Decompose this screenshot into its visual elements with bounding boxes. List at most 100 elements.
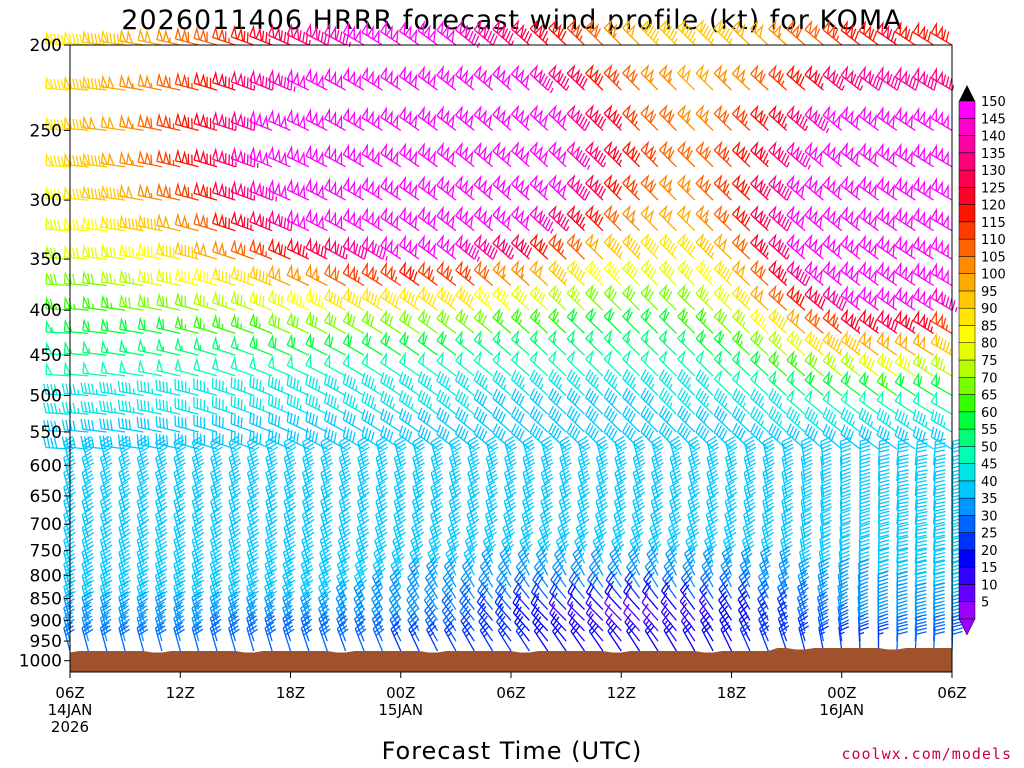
wind-barb xyxy=(45,319,71,335)
wind-barb xyxy=(896,623,909,652)
wind-barb xyxy=(529,233,549,260)
wind-barb xyxy=(804,205,824,232)
wind-barb xyxy=(99,533,113,564)
wind-barb xyxy=(210,466,223,497)
wind-barb xyxy=(99,466,113,497)
wind-barb xyxy=(894,351,916,377)
wind-barb xyxy=(603,232,623,260)
wind-barb xyxy=(529,369,549,396)
wind-barb xyxy=(839,467,852,496)
wind-barb xyxy=(406,591,420,621)
wind-barb xyxy=(61,419,89,433)
wind-barb xyxy=(622,422,641,450)
wind-barb xyxy=(566,233,585,260)
wind-barb xyxy=(896,483,910,511)
wind-barb xyxy=(822,105,843,131)
wind-barb xyxy=(511,259,530,286)
wind-barb xyxy=(540,436,554,466)
wind-barb xyxy=(644,622,659,652)
wind-barb xyxy=(914,624,928,652)
wind-barb xyxy=(193,26,218,46)
wind-barb xyxy=(529,174,549,201)
wind-barb xyxy=(118,436,131,466)
wind-barb xyxy=(454,407,475,433)
wind-barb xyxy=(492,388,512,415)
wind-barb xyxy=(663,558,677,588)
colorbar-label: 150 xyxy=(981,95,1006,110)
wind-barb xyxy=(230,290,255,311)
wind-barb xyxy=(82,243,107,260)
wind-barb xyxy=(228,466,242,497)
wind-barb xyxy=(301,466,315,497)
wind-barb xyxy=(632,436,646,466)
wind-barb xyxy=(156,182,181,201)
wind-barb xyxy=(496,570,512,599)
wind-barb xyxy=(932,523,946,551)
wind-barb xyxy=(286,145,310,168)
wind-barb xyxy=(877,497,890,525)
wind-barb xyxy=(441,592,457,621)
wind-barb xyxy=(211,70,236,91)
wind-barb xyxy=(81,521,95,551)
wind-barb xyxy=(191,591,204,621)
wind-barb xyxy=(627,546,641,576)
wind-barb xyxy=(286,68,310,91)
wind-barb xyxy=(265,521,278,551)
wind-barb xyxy=(951,438,964,466)
wind-barb xyxy=(118,591,130,621)
wind-barb xyxy=(137,338,163,356)
wind-barb xyxy=(529,406,549,433)
wind-barb xyxy=(687,466,701,497)
wind-barb xyxy=(554,546,567,576)
wind-barb xyxy=(424,612,439,642)
wind-barb xyxy=(822,424,843,450)
wind-barb xyxy=(840,260,861,287)
colorbar-segment xyxy=(958,342,976,361)
wind-barb xyxy=(174,71,199,91)
wind-barb xyxy=(677,63,696,91)
colorbar-segment xyxy=(958,359,976,378)
wind-barb xyxy=(467,436,481,466)
wind-barb xyxy=(605,570,622,599)
wind-barb xyxy=(566,593,585,621)
colorbar-segment xyxy=(958,566,976,585)
wind-barb xyxy=(342,262,365,287)
wind-barb xyxy=(305,353,328,377)
wind-barb xyxy=(473,329,494,356)
wind-barb xyxy=(264,621,277,652)
y-tick-label: 650 xyxy=(30,487,62,507)
wind-barb xyxy=(858,330,879,356)
wind-barb xyxy=(209,621,222,652)
y-tick-label: 700 xyxy=(30,515,62,535)
wind-barb xyxy=(82,340,107,356)
wind-barb xyxy=(768,104,788,131)
wind-barb xyxy=(455,330,475,356)
wind-barb xyxy=(604,603,622,632)
wind-barb xyxy=(820,452,832,481)
wind-barb xyxy=(951,497,964,525)
wind-barb xyxy=(324,177,346,201)
wind-barb xyxy=(446,533,460,564)
wind-barb xyxy=(100,243,126,260)
wind-barb xyxy=(713,259,733,286)
wind-barb xyxy=(305,144,328,168)
wind-barb xyxy=(894,235,916,260)
wind-barb xyxy=(342,352,365,377)
wind-barb xyxy=(603,387,622,415)
wind-barb xyxy=(230,395,255,415)
wind-barb xyxy=(585,18,604,46)
wind-barb xyxy=(283,466,297,497)
wind-barb xyxy=(840,65,864,91)
terrain-ground xyxy=(70,648,952,672)
wind-barb xyxy=(585,405,604,433)
colorbar-label: 130 xyxy=(981,164,1006,179)
wind-barb xyxy=(548,388,567,415)
wind-barb xyxy=(603,405,622,433)
wind-barb xyxy=(424,580,439,610)
wind-barb xyxy=(398,390,420,415)
wind-barb xyxy=(117,417,144,433)
wind-barb xyxy=(566,140,591,170)
colorbar-segment xyxy=(958,135,976,154)
colorbar-segment xyxy=(958,187,976,205)
wind-barb xyxy=(323,373,346,397)
